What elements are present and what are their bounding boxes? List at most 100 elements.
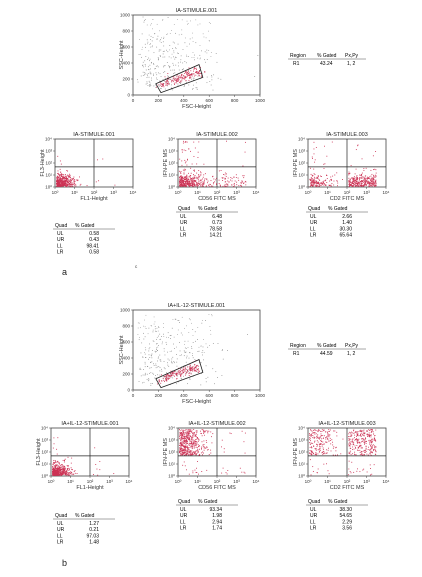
scatter-point	[366, 430, 368, 432]
scatter-point	[68, 470, 70, 472]
scatter-point	[203, 183, 204, 185]
scatter-point	[193, 442, 195, 444]
scatter-point	[311, 184, 313, 186]
scatter-point	[181, 164, 183, 166]
scatter-point	[312, 182, 314, 183]
scatter-point	[311, 452, 313, 454]
quad-value: 14.21	[209, 233, 222, 239]
scatter-point	[180, 435, 182, 436]
scatter-point	[184, 179, 186, 180]
scatter-point	[359, 180, 361, 182]
scatter-point	[191, 183, 193, 185]
scatter-point	[350, 433, 352, 435]
scatter-point	[355, 439, 356, 440]
scatter-point	[205, 320, 206, 321]
scatter-point	[188, 185, 190, 187]
scatter-point	[193, 446, 195, 448]
scatter-point	[187, 181, 188, 183]
scatter-point	[335, 446, 337, 448]
scatter-point	[195, 367, 197, 369]
scatter-point	[191, 437, 193, 439]
scatter-point	[158, 380, 160, 382]
scatter-point	[65, 174, 66, 176]
scatter-point	[173, 64, 174, 66]
scatter-point	[186, 371, 188, 373]
scatter-point	[189, 76, 191, 78]
scatter-point	[194, 59, 195, 61]
y-tick-label: 10⁴	[168, 137, 175, 142]
scatter-point	[312, 452, 313, 454]
scatter-point	[310, 177, 312, 179]
scatter-point	[197, 371, 198, 373]
fsc-ssc-plot: IA+IL-12-STIMULE.001FSC-HeightSSC-Height…	[119, 303, 266, 405]
scatter-point	[169, 375, 171, 377]
scatter-point	[63, 461, 65, 463]
scatter-point	[188, 176, 190, 178]
scatter-point	[192, 41, 194, 42]
scatter-point	[318, 451, 320, 453]
quad-value: 2.29	[342, 519, 352, 525]
scatter-point	[57, 176, 59, 178]
scatter-point	[312, 175, 314, 177]
y-tick-label: 10⁰	[298, 185, 305, 190]
scatter-point	[242, 175, 244, 177]
scatter-point	[156, 350, 158, 351]
scatter-point	[194, 370, 196, 372]
scatter-point	[195, 370, 197, 372]
scatter-point	[364, 182, 366, 184]
scatter-point	[203, 430, 205, 432]
scatter-point	[371, 452, 373, 454]
scatter-point	[183, 437, 185, 439]
scatter-point	[179, 177, 180, 179]
scatter-point	[187, 56, 189, 57]
scatter-point	[53, 467, 55, 469]
scatter-point	[334, 430, 336, 432]
scatter-point	[166, 376, 168, 378]
scatter-point	[309, 437, 311, 438]
scatter-point	[175, 64, 177, 66]
scatter-point	[196, 178, 198, 180]
scatter-point	[181, 180, 183, 182]
scatter-point	[58, 468, 60, 470]
scatter-point	[326, 437, 328, 439]
y-tick-label: 200	[122, 77, 130, 82]
scatter-point	[167, 17, 169, 18]
scatter-point	[64, 183, 66, 184]
scatter-point	[361, 182, 363, 184]
scatter-point	[374, 181, 376, 183]
scatter-point	[68, 175, 70, 177]
scatter-point	[325, 441, 327, 443]
scatter-point	[371, 178, 373, 179]
scatter-point	[188, 184, 190, 186]
scatter-point	[148, 80, 150, 82]
scatter-point	[57, 460, 59, 462]
scatter-point	[368, 434, 370, 436]
scatter-point	[226, 183, 228, 185]
scatter-point	[57, 180, 59, 182]
scatter-point	[182, 177, 183, 179]
scatter-point	[185, 447, 186, 449]
scatter-point	[352, 185, 354, 187]
scatter-point	[70, 471, 72, 473]
scatter-point	[168, 378, 170, 380]
scatter-point	[177, 85, 179, 87]
scatter-point	[195, 434, 197, 436]
scatter-point	[170, 376, 172, 378]
scatter-point	[363, 439, 365, 441]
scatter-point	[173, 78, 175, 79]
scatter-point	[182, 454, 184, 456]
scatter-point	[310, 180, 312, 182]
scatter-point	[375, 440, 377, 441]
scatter-point	[313, 181, 315, 183]
scatter-point	[179, 451, 181, 453]
scatter-point	[150, 372, 152, 374]
scatter-point	[363, 450, 365, 452]
scatter-point	[193, 183, 195, 185]
scatter-point	[184, 431, 186, 433]
scatter-point	[156, 23, 158, 25]
scatter-point	[167, 358, 169, 360]
scatter-point	[167, 362, 168, 364]
scatter-point	[200, 57, 201, 59]
y-tick-label: 10⁰	[298, 474, 305, 479]
